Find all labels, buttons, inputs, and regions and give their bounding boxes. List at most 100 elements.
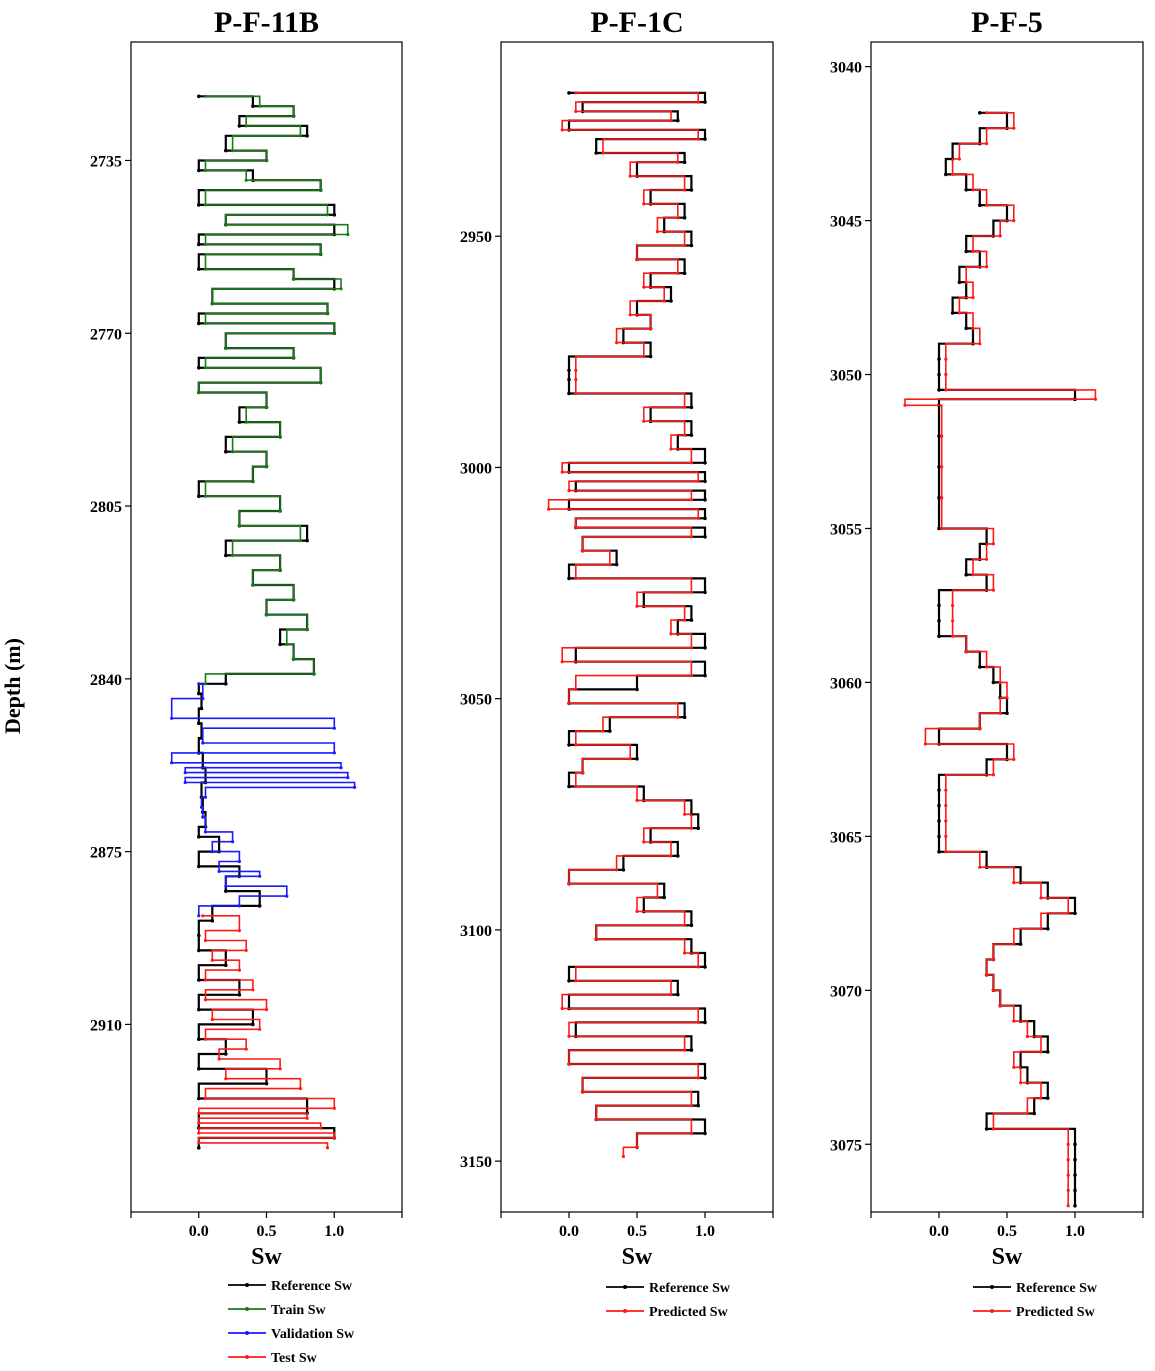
data-point-predicted — [951, 619, 955, 623]
data-point-predicted — [662, 299, 666, 303]
data-point-predicted — [998, 711, 1002, 715]
data-point-predicted — [581, 1090, 585, 1094]
data-point-train — [251, 583, 255, 587]
data-point-predicted — [635, 604, 639, 608]
data-point-train — [319, 381, 323, 385]
data-point-predicted — [696, 516, 700, 520]
data-point-predicted — [944, 819, 948, 823]
data-point-train — [292, 277, 296, 281]
y-tick-label: 3050 — [460, 692, 492, 709]
data-point-reference — [332, 213, 337, 217]
x-tick-label: 1.0 — [1065, 1223, 1085, 1240]
data-point-reference — [937, 850, 941, 854]
data-point-predicted — [683, 812, 687, 816]
data-point-reference — [197, 835, 201, 839]
data-point-predicted — [601, 729, 605, 733]
data-point-predicted — [971, 573, 975, 577]
data-point-predicted — [683, 433, 687, 437]
data-point-train — [298, 539, 302, 543]
data-point-predicted — [1012, 126, 1016, 130]
data-point-reference — [937, 495, 941, 500]
data-point-predicted — [944, 357, 948, 361]
data-point-train — [346, 232, 350, 237]
data-point-predicted — [567, 489, 571, 493]
data-point-train — [278, 435, 282, 439]
data-point-predicted — [689, 535, 694, 539]
data-point-reference — [197, 691, 201, 696]
data-point-reference — [197, 721, 201, 726]
data-point-reference — [703, 100, 707, 104]
data-point-predicted — [1012, 1065, 1016, 1069]
data-point-predicted — [985, 142, 989, 146]
data-point-reference — [237, 993, 242, 997]
data-point-predicted — [574, 576, 578, 581]
data-point-predicted — [567, 701, 571, 705]
data-point-predicted — [903, 403, 907, 407]
x-tick-label: 0.5 — [257, 1223, 277, 1240]
data-point-test — [244, 948, 248, 953]
data-point-reference — [197, 933, 201, 938]
y-tick-label: 3070 — [830, 983, 862, 1000]
data-point-reference — [210, 918, 215, 923]
data-point-reference — [197, 321, 201, 326]
y-tick-label: 3000 — [460, 460, 492, 477]
data-point-predicted — [978, 865, 982, 869]
data-point-reference — [703, 535, 707, 539]
data-point-reference — [1073, 1188, 1077, 1193]
data-point-test — [203, 978, 208, 982]
data-point-predicted — [567, 1034, 571, 1038]
data-point-train — [339, 287, 343, 291]
legend-marker — [245, 1331, 249, 1335]
data-point-reference — [669, 299, 673, 303]
data-point-predicted — [940, 526, 944, 531]
x-axis-label: Sw — [992, 1244, 1023, 1270]
data-point-test — [237, 968, 241, 972]
data-point-reference — [224, 1052, 228, 1056]
data-point-predicted — [1012, 881, 1016, 885]
data-point-test — [298, 1087, 302, 1091]
data-point-predicted — [991, 542, 996, 546]
data-point-predicted — [991, 1127, 996, 1131]
data-point-predicted — [635, 909, 639, 914]
data-point-train — [224, 223, 228, 227]
data-point-reference — [635, 687, 639, 692]
data-point-validation — [258, 874, 262, 878]
data-point-predicted — [683, 405, 687, 409]
x-tick-label: 0.5 — [627, 1223, 647, 1240]
data-point-predicted — [689, 1104, 694, 1108]
data-point-reference — [197, 948, 201, 953]
y-tick-label: 3065 — [830, 829, 862, 846]
data-point-reference — [257, 904, 262, 908]
data-point-predicted — [689, 1131, 694, 1135]
data-point-train — [203, 203, 208, 207]
x-axis-label: Sw — [251, 1244, 282, 1270]
data-point-validation — [197, 914, 201, 918]
data-point-reference — [621, 868, 626, 872]
data-point-reference — [264, 1081, 269, 1086]
data-point-train — [325, 311, 330, 316]
y-tick-label: 2805 — [90, 499, 122, 516]
data-point-predicted — [1039, 927, 1043, 931]
data-point-test — [203, 1037, 208, 1041]
data-point-train — [325, 213, 330, 217]
data-point-predicted — [689, 826, 694, 830]
data-point-predicted — [944, 788, 948, 792]
data-point-reference — [608, 729, 612, 733]
legend-marker — [623, 1309, 627, 1313]
data-point-predicted — [1066, 1142, 1070, 1146]
data-point-test — [201, 914, 205, 918]
data-point-predicted — [696, 1020, 700, 1024]
data-point-reference — [305, 134, 309, 138]
data-point-predicted — [1012, 219, 1016, 223]
data-point-predicted — [985, 265, 989, 269]
data-point-train — [244, 420, 248, 424]
data-point-predicted — [1066, 1204, 1070, 1208]
data-point-reference — [937, 603, 941, 608]
x-tick-label: 0.0 — [559, 1223, 579, 1240]
series-line-train — [198, 95, 349, 684]
data-point-reference — [224, 682, 228, 686]
x-tick-label: 1.0 — [324, 1223, 344, 1240]
panels: P-F-11B 2735 2770 2805 2840 2875 2910 0.0 0.5 1.0… — [90, 6, 1144, 1366]
data-point-predicted — [628, 174, 632, 178]
